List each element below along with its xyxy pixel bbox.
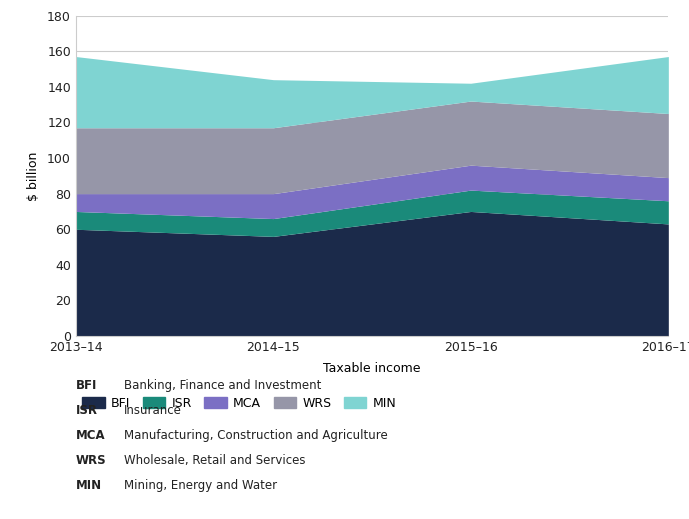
Text: BFI: BFI bbox=[76, 379, 97, 392]
Text: Insurance: Insurance bbox=[124, 404, 182, 417]
Text: MCA: MCA bbox=[76, 429, 105, 442]
Text: MIN: MIN bbox=[76, 479, 102, 491]
Text: ISR: ISR bbox=[76, 404, 98, 417]
Text: Banking, Finance and Investment: Banking, Finance and Investment bbox=[124, 379, 321, 392]
X-axis label: Taxable income: Taxable income bbox=[323, 362, 421, 375]
Text: WRS: WRS bbox=[76, 454, 106, 467]
Text: Manufacturing, Construction and Agriculture: Manufacturing, Construction and Agricult… bbox=[124, 429, 388, 442]
Text: Wholesale, Retail and Services: Wholesale, Retail and Services bbox=[124, 454, 305, 467]
Text: Mining, Energy and Water: Mining, Energy and Water bbox=[124, 479, 277, 491]
Legend: BFI, ISR, MCA, WRS, MIN: BFI, ISR, MCA, WRS, MIN bbox=[82, 397, 396, 410]
Y-axis label: $ billion: $ billion bbox=[27, 151, 40, 200]
